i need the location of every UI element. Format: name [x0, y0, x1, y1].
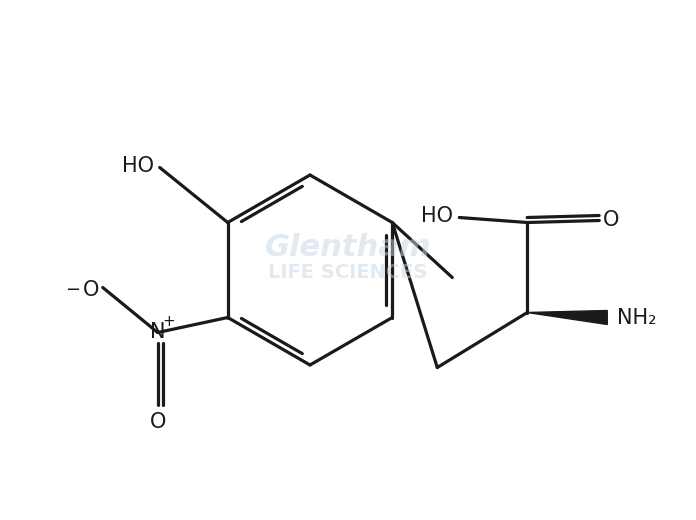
- Text: −: −: [65, 280, 80, 298]
- Text: LIFE SCIENCES: LIFE SCIENCES: [269, 264, 427, 282]
- Text: NH₂: NH₂: [617, 307, 657, 328]
- Text: Glentham: Glentham: [264, 233, 432, 263]
- Text: O: O: [150, 412, 166, 433]
- Text: +: +: [162, 314, 175, 329]
- Text: O: O: [83, 280, 99, 300]
- Text: HO: HO: [122, 155, 154, 175]
- Polygon shape: [528, 310, 608, 324]
- Text: O: O: [603, 211, 619, 230]
- Text: HO: HO: [421, 205, 453, 226]
- Text: N: N: [150, 322, 166, 343]
